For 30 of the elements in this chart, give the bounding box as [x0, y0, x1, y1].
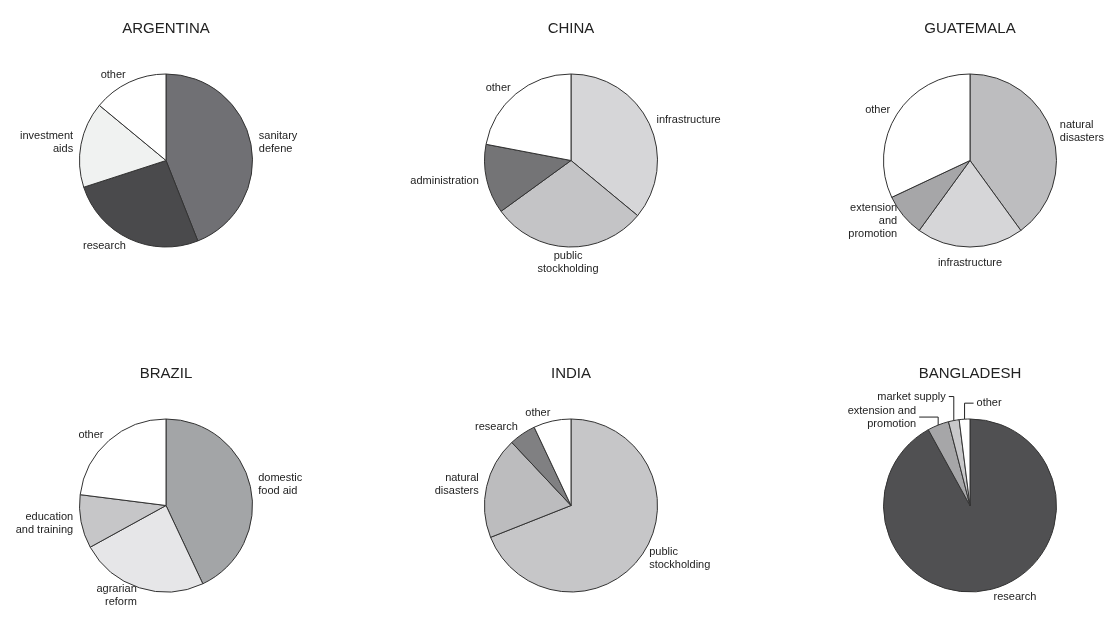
slice-label: extension and promotion	[847, 403, 917, 429]
slice-label: sanitary defene	[258, 129, 298, 155]
chart-title: INDIA	[550, 364, 592, 382]
slice-label: infrastructure	[937, 256, 1003, 269]
slice-label: research	[82, 239, 126, 252]
slice-label: research	[475, 420, 518, 433]
slice-label: infrastructure	[656, 113, 721, 126]
slice-label: administration	[410, 174, 479, 187]
slice-label: agrarian reform	[96, 581, 137, 607]
slice-label: education and training	[15, 509, 74, 535]
slice-label: public stockholding	[537, 249, 599, 275]
slice-label: other	[78, 427, 104, 440]
slice-label: other	[865, 102, 891, 115]
slice-label: other	[525, 406, 551, 419]
chart-title: ARGENTINA	[122, 19, 210, 37]
slice-label: public stockholding	[649, 545, 711, 571]
slice-label: extension and promotion	[848, 200, 898, 239]
slice-label: other	[976, 396, 1002, 409]
chart-title: CHINA	[547, 19, 595, 37]
slice-label: other	[485, 80, 512, 93]
chart-title: BRAZIL	[139, 364, 193, 382]
chart-title: GUATEMALA	[924, 19, 1016, 37]
slice-label: other	[100, 68, 127, 81]
chart-title: BANGLADESH	[918, 364, 1022, 382]
slice-label: investment aids	[19, 129, 74, 155]
slice-label: domestic food aid	[258, 471, 303, 497]
slice-label: natural disasters	[1059, 117, 1105, 143]
slice-label: research	[993, 590, 1037, 603]
slice-label: market supply	[877, 389, 947, 402]
slice-label: natural disasters	[434, 471, 480, 497]
